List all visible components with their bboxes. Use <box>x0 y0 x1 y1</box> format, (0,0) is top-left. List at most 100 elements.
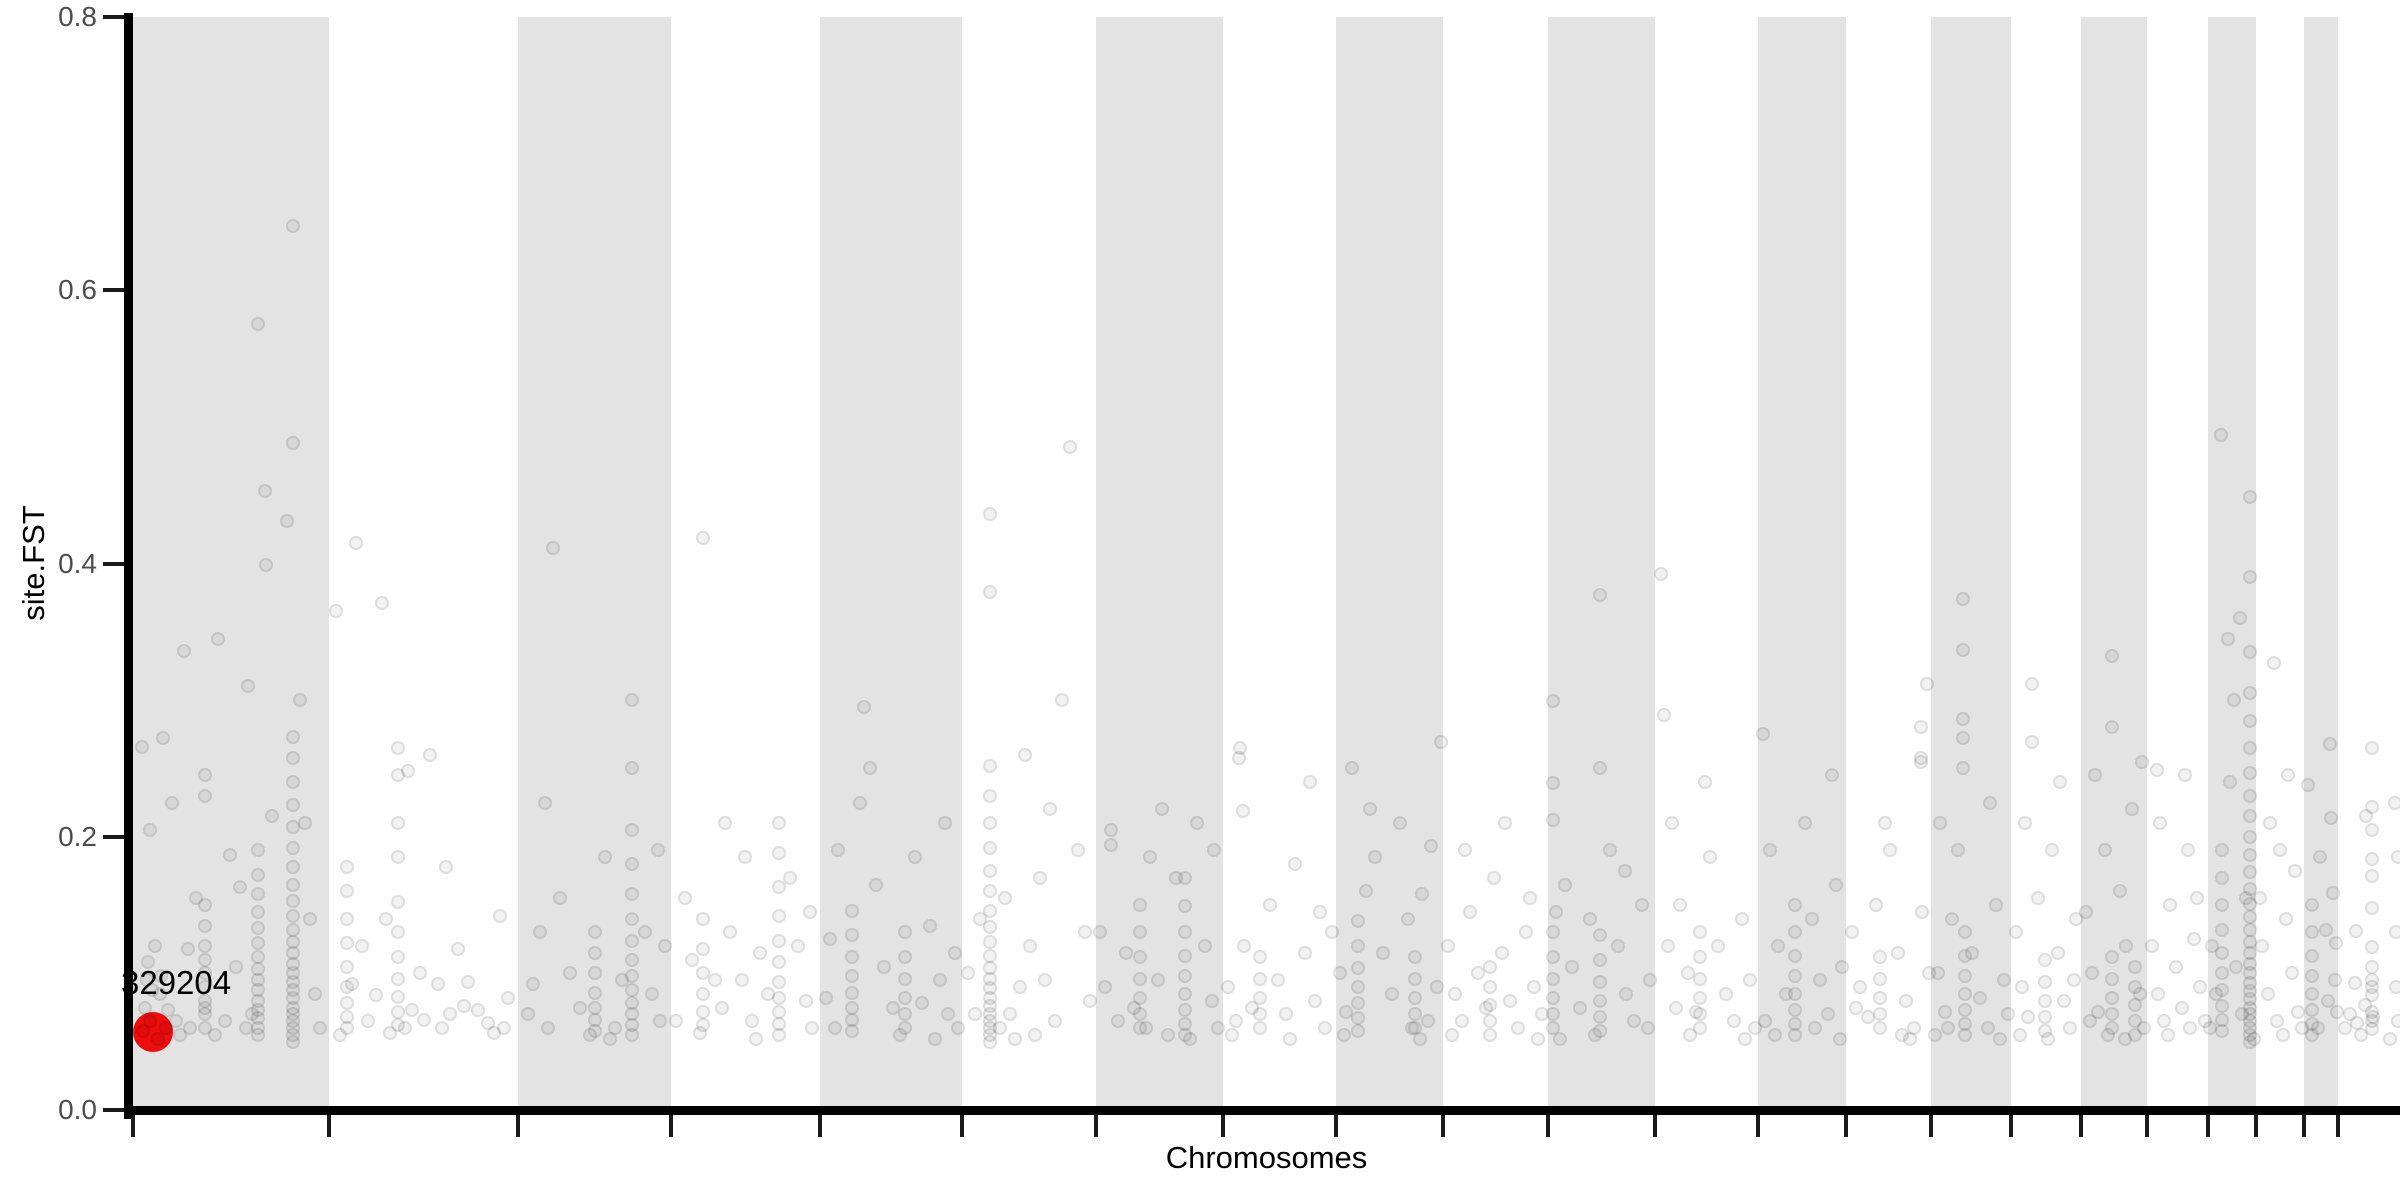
data-point <box>1683 1027 1697 1042</box>
data-point <box>251 936 265 951</box>
data-point <box>1207 843 1221 858</box>
data-point <box>251 949 265 964</box>
data-point <box>845 969 859 984</box>
data-point <box>1345 761 1359 776</box>
data-point <box>233 880 247 895</box>
data-point <box>1719 986 1733 1001</box>
data-point <box>1038 973 1052 988</box>
data-point <box>1535 1007 1549 1022</box>
data-point <box>2261 986 2275 1001</box>
y-axis-tick-label: 0.8 <box>58 1 97 32</box>
data-point <box>1376 945 1390 960</box>
data-point <box>588 1012 602 1027</box>
data-point <box>369 988 383 1003</box>
data-point <box>1279 1007 1293 1022</box>
data-point <box>1205 993 1219 1008</box>
data-point <box>1895 1027 1909 1042</box>
data-point <box>208 1027 222 1042</box>
data-point <box>2273 843 2287 858</box>
data-point <box>898 925 912 940</box>
data-point <box>1693 925 1707 940</box>
data-point <box>1232 750 1246 765</box>
data-point <box>1178 948 1192 963</box>
data-point <box>1945 911 1959 926</box>
y-axis-tick-label: 0.2 <box>58 820 97 852</box>
data-point <box>961 966 975 981</box>
data-point <box>340 859 354 874</box>
data-point <box>915 996 929 1011</box>
data-point <box>2365 900 2379 915</box>
data-point <box>2101 1027 2115 1042</box>
data-point <box>136 1023 150 1038</box>
data-point <box>2181 843 2195 858</box>
data-point <box>1483 1014 1497 1029</box>
data-point <box>1445 1027 1459 1042</box>
data-point <box>791 939 805 954</box>
data-point <box>2243 765 2257 780</box>
data-point <box>1527 980 1541 995</box>
data-point <box>1531 1031 1545 1046</box>
data-point <box>1989 898 2003 913</box>
data-point <box>983 934 997 949</box>
data-point <box>2348 975 2362 990</box>
data-point <box>1098 980 1112 995</box>
data-point <box>1933 816 1947 831</box>
data-point <box>1703 850 1717 865</box>
data-point <box>493 908 507 923</box>
data-point <box>1351 939 1365 954</box>
data-point <box>983 903 997 918</box>
data-point <box>2031 891 2045 906</box>
data-point <box>1735 911 1749 926</box>
data-point <box>2243 809 2257 824</box>
data-point <box>1788 948 1802 963</box>
data-point <box>1553 1031 1567 1046</box>
data-point <box>443 1007 457 1022</box>
data-point <box>286 840 300 855</box>
data-point <box>1178 1003 1192 1018</box>
data-point <box>165 795 179 810</box>
data-point <box>2383 1031 2397 1046</box>
data-point <box>1873 949 1887 964</box>
data-point <box>1339 1004 1353 1019</box>
data-point <box>1878 816 1892 831</box>
data-point <box>2285 966 2299 981</box>
data-point <box>340 1010 354 1025</box>
data-point <box>1093 925 1107 940</box>
data-point <box>435 1021 449 1036</box>
data-point <box>1914 720 1928 735</box>
data-point <box>715 1000 729 1015</box>
data-point <box>625 693 639 708</box>
data-point <box>251 843 265 858</box>
data-point <box>845 1012 859 1027</box>
data-point <box>898 1007 912 1022</box>
data-point <box>1558 877 1572 892</box>
data-point <box>1483 1027 1497 1042</box>
data-point <box>2391 850 2400 865</box>
data-point <box>933 973 947 988</box>
data-point <box>258 484 272 499</box>
data-point <box>983 758 997 773</box>
data-point <box>2365 940 2379 955</box>
data-point <box>951 1021 965 1036</box>
data-point <box>1448 986 1462 1001</box>
data-point <box>1546 971 1560 986</box>
data-point <box>1956 761 1970 776</box>
data-point <box>2021 1010 2035 1025</box>
data-point <box>2083 1014 2097 1029</box>
data-point <box>772 955 786 970</box>
data-point <box>1635 898 1649 913</box>
data-point <box>241 679 255 694</box>
data-point <box>1028 1027 1042 1042</box>
data-point <box>218 1014 232 1029</box>
data-point <box>2119 939 2133 954</box>
data-point <box>391 949 405 964</box>
data-point <box>1421 1014 1435 1029</box>
data-point <box>845 985 859 1000</box>
data-point <box>625 982 639 997</box>
data-point <box>1133 898 1147 913</box>
data-point <box>286 908 300 923</box>
data-point <box>886 1000 900 1015</box>
data-point <box>379 911 393 926</box>
data-point <box>1951 843 1965 858</box>
data-point <box>2233 611 2247 626</box>
